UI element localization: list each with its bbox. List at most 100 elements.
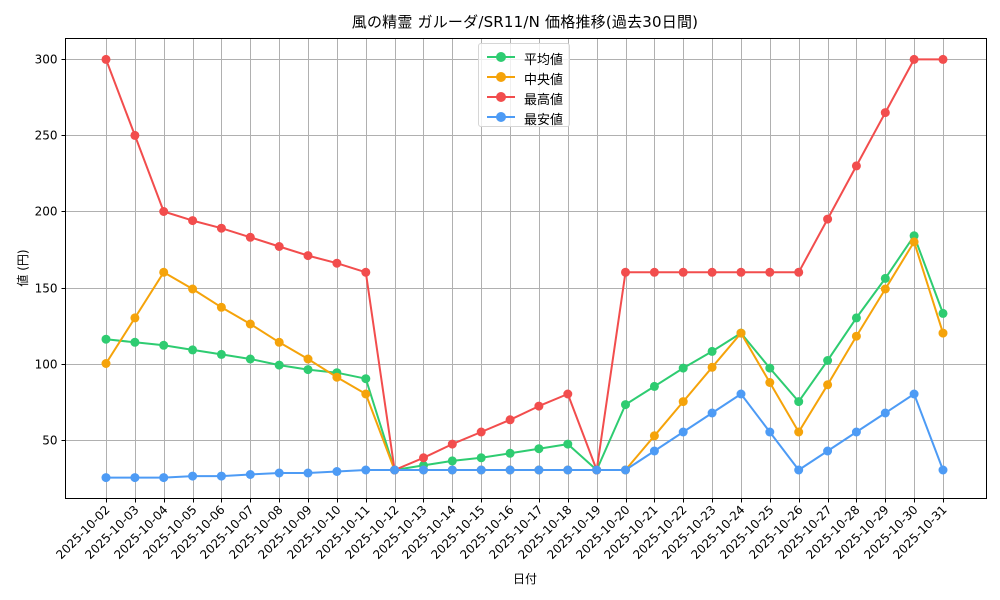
series-2 (101, 54, 948, 475)
data-point (678, 397, 688, 407)
data-point (794, 427, 804, 437)
data-point (159, 340, 169, 350)
data-point (274, 468, 284, 478)
data-point (216, 302, 226, 312)
series-line (105, 234, 944, 471)
data-point (130, 473, 140, 483)
data-point (188, 284, 198, 294)
data-point (188, 345, 198, 355)
data-point (851, 161, 861, 171)
data-point (736, 389, 746, 399)
series-line (105, 58, 943, 471)
data-point (216, 223, 226, 233)
data-point (303, 468, 313, 478)
y-tick-label: 100 (35, 358, 58, 372)
data-point (274, 337, 284, 347)
legend-label: 最高値 (524, 93, 564, 108)
data-point (303, 365, 313, 375)
data-point (621, 465, 630, 475)
data-point (909, 54, 919, 64)
y-tick-label: 50 (42, 434, 57, 448)
data-point (245, 319, 255, 329)
data-point (649, 267, 659, 277)
data-point (476, 427, 486, 437)
data-point (101, 54, 111, 64)
data-point (592, 465, 602, 475)
data-point (476, 453, 486, 463)
data-point (823, 356, 833, 365)
data-point (361, 389, 371, 399)
data-point (938, 465, 948, 475)
data-point (130, 337, 140, 347)
data-point (159, 207, 169, 216)
data-point (765, 427, 775, 437)
series-line (106, 393, 944, 479)
data-point (736, 267, 746, 277)
data-point (130, 130, 140, 140)
data-point (880, 273, 890, 283)
data-point (765, 378, 775, 387)
data-point (419, 453, 428, 463)
legend-marker-icon (496, 72, 506, 82)
data-point (707, 408, 717, 418)
y-axis-label: 値 (円) (15, 249, 30, 286)
data-point (534, 444, 544, 454)
data-point (188, 216, 198, 226)
data-point (101, 473, 111, 483)
data-point (707, 346, 717, 356)
legend: 平均値 中央値 最高値 最安値 (478, 43, 570, 128)
data-point (332, 258, 342, 268)
data-point (447, 439, 457, 449)
data-point (909, 237, 919, 247)
y-axis-ticks: 50 100 150 200 250 300 (35, 53, 66, 448)
data-point (621, 400, 630, 410)
data-point (361, 465, 371, 475)
x-axis-label: 日付 (513, 572, 537, 586)
data-point (332, 372, 342, 382)
data-point (245, 232, 255, 242)
y-tick-label: 150 (35, 282, 58, 296)
data-point (216, 349, 226, 359)
data-point (678, 267, 688, 277)
data-point (274, 360, 284, 370)
data-point (303, 251, 313, 261)
data-point (794, 267, 804, 277)
data-point (505, 465, 515, 475)
data-point (823, 214, 833, 224)
data-point (447, 465, 457, 475)
data-point (707, 362, 717, 372)
data-point (880, 108, 890, 118)
data-point (390, 465, 400, 475)
data-point (938, 328, 948, 338)
data-point (563, 465, 573, 475)
data-point (303, 354, 313, 364)
data-point (159, 267, 169, 277)
legend-marker-icon (496, 92, 506, 102)
data-point (361, 374, 371, 384)
data-point (851, 427, 861, 437)
plot-frame (65, 38, 987, 499)
data-point (938, 308, 948, 318)
data-point (909, 389, 919, 399)
x-axis-ticks: 2025-10-022025-10-032025-10-042025-10-05… (53, 498, 950, 562)
data-point (447, 456, 457, 466)
data-point (649, 381, 659, 391)
legend-item-max: 最高値 (479, 87, 569, 108)
data-point (505, 415, 515, 425)
data-point (332, 467, 342, 476)
data-point (274, 242, 284, 251)
legend-item-min: 最安値 (479, 107, 569, 128)
series-layer (101, 54, 948, 483)
data-point (419, 465, 428, 475)
data-point (938, 54, 948, 64)
chart-title: 風の精霊 ガルーダ/SR11/N 価格推移(過去30日間) (351, 13, 699, 31)
legend-marker-icon (496, 112, 506, 122)
data-point (621, 267, 630, 277)
y-tick-label: 200 (35, 205, 58, 219)
data-point (649, 431, 659, 441)
data-point (823, 380, 833, 390)
data-point (851, 313, 861, 323)
data-point (245, 470, 255, 479)
data-point (534, 465, 544, 475)
data-point (707, 267, 717, 277)
